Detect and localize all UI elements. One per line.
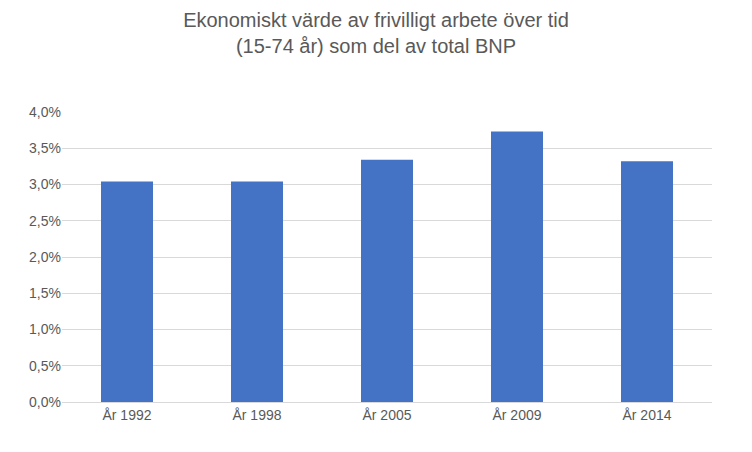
svg-text:3,5%: 3,5% [29, 140, 61, 156]
svg-text:1,5%: 1,5% [29, 285, 61, 301]
svg-text:0,5%: 0,5% [29, 358, 61, 374]
svg-text:3,0%: 3,0% [29, 176, 61, 192]
svg-text:År 2005: År 2005 [362, 407, 411, 423]
svg-text:År 1998: År 1998 [232, 407, 281, 423]
svg-text:År 2009: År 2009 [492, 407, 541, 423]
svg-text:2,5%: 2,5% [29, 213, 61, 229]
svg-text:År 2014: År 2014 [622, 407, 671, 423]
svg-text:2,0%: 2,0% [29, 249, 61, 265]
svg-text:Ekonomiskt värde av frivilligt: Ekonomiskt värde av frivilligt arbete öv… [183, 9, 569, 57]
svg-text:4,0%: 4,0% [29, 104, 61, 120]
svg-text:År 1992: År 1992 [102, 407, 151, 423]
svg-text:0,0%: 0,0% [29, 394, 61, 410]
svg-text:1,0%: 1,0% [29, 321, 61, 337]
